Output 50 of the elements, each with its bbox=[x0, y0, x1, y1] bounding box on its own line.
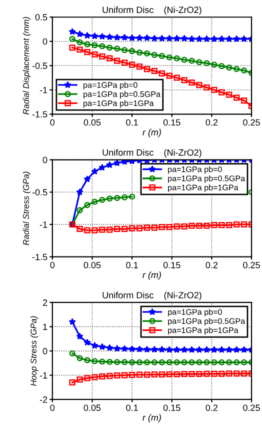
x-tick-label: 0.05 bbox=[84, 119, 101, 126]
x-tick-label: 0.1 bbox=[126, 262, 138, 268]
x-tick-label: 0.1 bbox=[126, 119, 138, 126]
x-tick-label: 0.15 bbox=[163, 404, 180, 411]
x-tick-label: 0 bbox=[50, 262, 55, 268]
legend-label: pa=1GPa pb=0.5GPa bbox=[168, 175, 246, 183]
chart-title: Uniform Disc (Ni-ZrO2) bbox=[102, 149, 202, 158]
y-tick-label: 1 bbox=[43, 324, 48, 330]
y-tick-label: 2 bbox=[42, 299, 48, 306]
y-tick-label: -1 bbox=[40, 86, 48, 94]
x-tick-label: 0.2 bbox=[206, 262, 218, 268]
legend-label: pa=1GPa pb=1GPa bbox=[168, 327, 238, 335]
x-tick-label: 0.25 bbox=[243, 404, 260, 411]
legend-label: pa=1GPa pb=1GPa bbox=[168, 184, 238, 192]
x-tick-label: 0.25 bbox=[243, 119, 260, 126]
legend-label: pa=1GPa pb=0 bbox=[84, 82, 138, 90]
legend-label: pa=1GPa pb=0.5GPa bbox=[168, 318, 246, 326]
x-tick-label: 0.25 bbox=[243, 262, 260, 268]
x-tick-label: 0 bbox=[50, 404, 55, 411]
legend-label: pa=1GPa pb=0 bbox=[168, 166, 222, 174]
legend-label: pa=1GPa pb=0.5GPa bbox=[84, 91, 160, 99]
y-tick-label: -1.5 bbox=[32, 111, 48, 118]
y-tick-label: -1 bbox=[40, 222, 48, 228]
y-axis-title: Hoop Stress (GPa) bbox=[30, 316, 38, 386]
chart-title: Uniform Disc (Ni-ZrO2) bbox=[102, 292, 202, 300]
x-axis-title: r (m) bbox=[142, 414, 161, 423]
x-tick-label: 0.2 bbox=[206, 404, 218, 411]
x-tick-label: 0.05 bbox=[84, 262, 101, 268]
x-tick-label: 0 bbox=[50, 119, 55, 126]
x-tick-label: 0.05 bbox=[84, 404, 101, 411]
x-tick-label: 0.2 bbox=[206, 119, 218, 126]
chart-title: Uniform Disc (Ni-ZrO2) bbox=[102, 6, 202, 15]
legend-label: pa=1GPa pb=0 bbox=[168, 308, 222, 316]
x-axis-title: r (m) bbox=[142, 271, 161, 280]
y-tick-label: -2 bbox=[40, 396, 48, 403]
x-axis-title: r (m) bbox=[142, 128, 161, 138]
y-tick-label: 0 bbox=[42, 348, 48, 354]
y-axis-title: Radial Displacement (mm) bbox=[22, 17, 31, 114]
y-tick-label: -0.5 bbox=[32, 189, 48, 196]
x-tick-label: 0.15 bbox=[163, 119, 180, 126]
y-tick-label: -1 bbox=[40, 372, 48, 378]
x-tick-label: 0.1 bbox=[126, 404, 138, 411]
y-tick-label: -1.5 bbox=[32, 254, 48, 260]
legend-label: pa=1GPa pb=1GPa bbox=[84, 100, 154, 108]
y-axis-title: Radial Stress (GPa) bbox=[22, 172, 31, 246]
y-tick-label: 0 bbox=[42, 38, 48, 45]
y-tick-label: 0.5 bbox=[35, 14, 48, 20]
y-tick-label: -0.5 bbox=[32, 62, 48, 69]
y-tick-label: 0 bbox=[42, 156, 48, 164]
x-tick-label: 0.15 bbox=[163, 262, 180, 268]
